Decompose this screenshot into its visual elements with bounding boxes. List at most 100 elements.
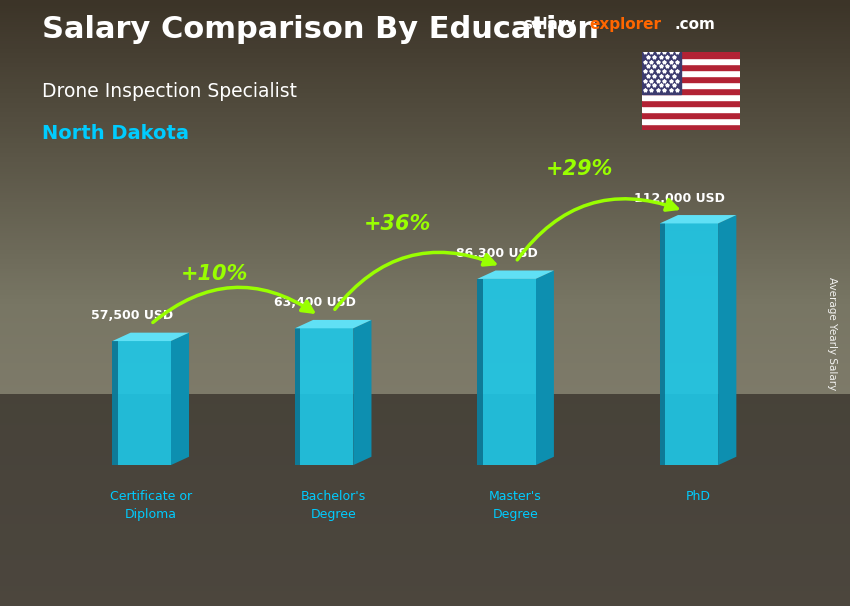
- Polygon shape: [478, 341, 536, 347]
- Polygon shape: [478, 428, 536, 434]
- Polygon shape: [354, 320, 371, 465]
- Polygon shape: [112, 444, 171, 448]
- Polygon shape: [478, 372, 536, 378]
- Polygon shape: [112, 341, 171, 345]
- Polygon shape: [112, 416, 171, 419]
- Polygon shape: [295, 428, 354, 433]
- Polygon shape: [295, 401, 354, 406]
- Polygon shape: [295, 415, 354, 419]
- Polygon shape: [660, 361, 718, 368]
- Polygon shape: [112, 395, 171, 399]
- Polygon shape: [295, 370, 354, 374]
- Polygon shape: [478, 422, 536, 428]
- Text: Salary Comparison By Education: Salary Comparison By Education: [42, 15, 599, 44]
- Bar: [642, 88, 740, 94]
- Text: salary: salary: [523, 17, 575, 32]
- Polygon shape: [112, 349, 171, 353]
- Polygon shape: [478, 409, 536, 416]
- Text: +29%: +29%: [546, 159, 613, 179]
- Polygon shape: [112, 461, 171, 465]
- Polygon shape: [478, 304, 536, 310]
- Polygon shape: [660, 224, 666, 465]
- Text: Master's
Degree: Master's Degree: [490, 490, 542, 521]
- Polygon shape: [478, 279, 483, 465]
- Polygon shape: [112, 419, 171, 424]
- Polygon shape: [295, 351, 354, 356]
- Polygon shape: [295, 379, 354, 383]
- Polygon shape: [478, 270, 554, 279]
- Polygon shape: [660, 288, 718, 296]
- Text: Bachelor's
Degree: Bachelor's Degree: [301, 490, 366, 521]
- Polygon shape: [660, 352, 718, 361]
- Polygon shape: [295, 461, 354, 465]
- Polygon shape: [660, 215, 736, 224]
- Polygon shape: [478, 391, 536, 397]
- Polygon shape: [478, 441, 536, 447]
- Polygon shape: [112, 448, 171, 453]
- Polygon shape: [660, 239, 718, 248]
- Polygon shape: [718, 215, 736, 465]
- Polygon shape: [478, 285, 536, 291]
- Text: 63,400 USD: 63,400 USD: [274, 296, 356, 310]
- Polygon shape: [660, 368, 718, 376]
- Text: +36%: +36%: [363, 215, 431, 235]
- Polygon shape: [112, 391, 171, 395]
- Polygon shape: [660, 449, 718, 457]
- Polygon shape: [112, 370, 171, 374]
- Polygon shape: [112, 428, 171, 432]
- Polygon shape: [112, 424, 171, 428]
- Polygon shape: [112, 457, 171, 461]
- Polygon shape: [478, 316, 536, 322]
- Polygon shape: [112, 382, 171, 387]
- Bar: [642, 58, 740, 64]
- Polygon shape: [660, 393, 718, 401]
- Polygon shape: [478, 353, 536, 359]
- Polygon shape: [660, 376, 718, 385]
- Polygon shape: [478, 459, 536, 465]
- Polygon shape: [660, 296, 718, 304]
- Polygon shape: [478, 298, 536, 304]
- Polygon shape: [295, 447, 354, 451]
- Text: 112,000 USD: 112,000 USD: [634, 191, 725, 205]
- Polygon shape: [478, 447, 536, 453]
- Polygon shape: [295, 347, 354, 351]
- Polygon shape: [660, 328, 718, 336]
- Polygon shape: [112, 345, 171, 349]
- Bar: [642, 82, 740, 88]
- Polygon shape: [112, 366, 171, 370]
- Polygon shape: [478, 453, 536, 459]
- Polygon shape: [478, 335, 536, 341]
- Text: Certificate or
Diploma: Certificate or Diploma: [110, 490, 192, 521]
- Polygon shape: [0, 394, 850, 606]
- Polygon shape: [478, 403, 536, 409]
- Polygon shape: [660, 256, 718, 264]
- Polygon shape: [112, 441, 171, 444]
- Polygon shape: [112, 411, 171, 416]
- Text: +10%: +10%: [181, 264, 248, 284]
- Polygon shape: [478, 378, 536, 384]
- Polygon shape: [112, 333, 189, 341]
- Polygon shape: [295, 388, 354, 392]
- Polygon shape: [660, 401, 718, 409]
- Polygon shape: [660, 264, 718, 271]
- Bar: [642, 70, 740, 76]
- Polygon shape: [112, 341, 118, 465]
- Polygon shape: [295, 356, 354, 360]
- Bar: [642, 76, 740, 82]
- Polygon shape: [660, 231, 718, 239]
- Polygon shape: [295, 438, 354, 442]
- Polygon shape: [295, 406, 354, 410]
- Polygon shape: [295, 328, 300, 465]
- Polygon shape: [112, 387, 171, 391]
- Polygon shape: [660, 312, 718, 320]
- Text: Drone Inspection Specialist: Drone Inspection Specialist: [42, 82, 298, 101]
- Polygon shape: [660, 409, 718, 417]
- Polygon shape: [478, 416, 536, 422]
- Polygon shape: [295, 328, 354, 333]
- Bar: [642, 100, 740, 106]
- Polygon shape: [660, 248, 718, 256]
- Polygon shape: [295, 383, 354, 388]
- Polygon shape: [295, 374, 354, 379]
- Polygon shape: [660, 417, 718, 425]
- Polygon shape: [295, 397, 354, 401]
